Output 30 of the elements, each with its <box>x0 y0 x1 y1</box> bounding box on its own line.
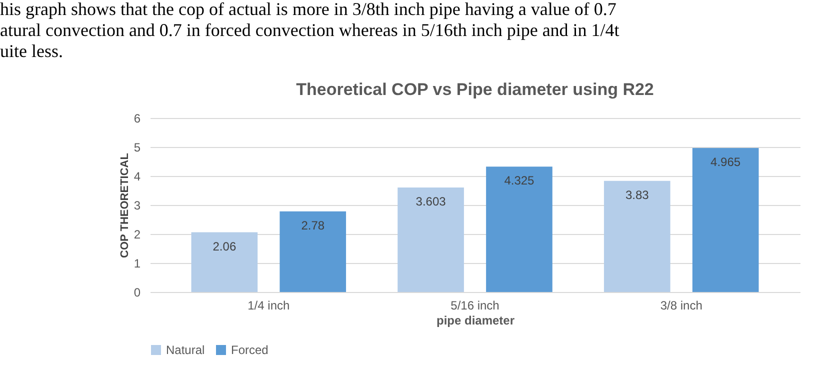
y-tick-label: 1 <box>134 256 141 270</box>
y-tick-label: 6 <box>134 112 141 126</box>
y-tick-label: 0 <box>134 286 141 300</box>
data-label: 3.603 <box>416 194 446 209</box>
data-label: 4.965 <box>710 155 741 170</box>
bar <box>604 180 670 292</box>
y-axis-title: COP THEORETICAL <box>118 152 131 258</box>
y-tick-label: 4 <box>134 170 141 184</box>
bar <box>486 166 552 292</box>
text: uite less. <box>0 41 63 61</box>
x-axis-title: pipe diameter <box>436 314 515 328</box>
data-label: 2.06 <box>212 239 236 254</box>
text: atural convection and 0.7 in forced convection whereas in 5/16th inch pipe and in 1/4t <box>0 20 620 40</box>
x-tick-label: 3/8 inch <box>660 298 702 312</box>
text: his graph shows that the cop of actual is more in 3/8th inch pipe having a value of 0.7 <box>0 0 616 19</box>
y-tick-label: 5 <box>134 140 141 154</box>
bar <box>280 211 346 292</box>
legend-label: Natural <box>166 343 205 357</box>
legend-label: Forced <box>231 343 268 357</box>
bar <box>692 148 759 292</box>
x-tick-label: 5/16 inch <box>450 298 500 312</box>
data-label: 3.83 <box>625 188 650 202</box>
data-label: 2.78 <box>301 218 325 232</box>
y-tick-label: 2 <box>134 228 141 242</box>
chart-title: Theoretical COP vs Pipe diameter using R22 <box>296 80 654 99</box>
data-label: 4.325 <box>504 174 535 188</box>
bar <box>191 232 258 292</box>
y-tick-label: 3 <box>134 198 141 212</box>
x-tick-label: 1/4 inch <box>248 298 290 312</box>
bar <box>398 188 464 292</box>
